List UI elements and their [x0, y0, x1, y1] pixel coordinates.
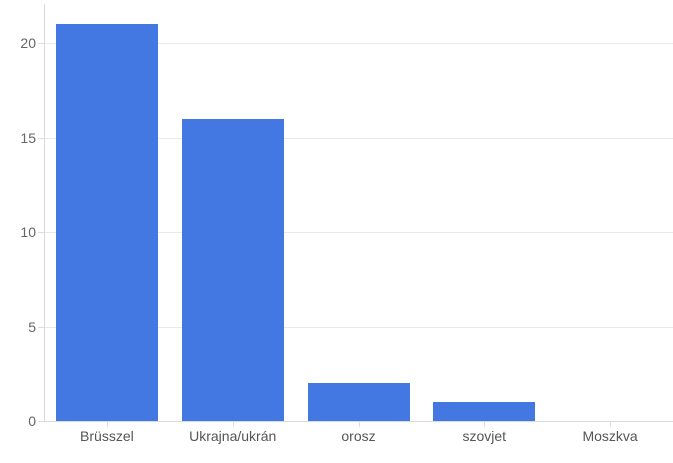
y-axis-tick-label: 15	[20, 129, 36, 146]
bar-ukrajna-ukr-n	[182, 119, 284, 421]
y-tick-mark	[38, 421, 44, 422]
y-axis-tick-label: 20	[20, 35, 36, 51]
bar-br-sszel	[56, 24, 158, 421]
bar-szovjet	[433, 402, 535, 421]
x-tick-mark	[107, 422, 108, 427]
y-tick-mark	[38, 43, 44, 44]
x-axis-category-label: orosz	[341, 428, 376, 444]
bar-orosz	[308, 383, 410, 421]
x-axis-category-label: Ukrajna/ukrán	[189, 428, 277, 444]
y-tick-mark	[38, 232, 44, 233]
gridline	[44, 137, 673, 139]
x-axis-category-label: szovjet	[462, 428, 507, 444]
y-axis-tick-label: 5	[28, 318, 36, 335]
x-axis-category-label: Brüsszel	[80, 428, 134, 444]
gridline	[44, 232, 673, 233]
x-tick-mark	[233, 422, 234, 427]
y-axis-tick-label: 10	[20, 224, 36, 240]
y-axis-tick-label: 0	[28, 413, 36, 429]
y-tick-mark	[38, 326, 44, 328]
y-tick-mark	[38, 137, 44, 139]
gridline	[44, 421, 673, 422]
x-axis-category-label: Moszkva	[582, 428, 638, 444]
x-tick-mark	[610, 422, 611, 427]
gridline	[44, 326, 673, 328]
y-axis-line	[44, 4, 45, 421]
x-tick-mark	[359, 422, 360, 427]
gridline	[44, 43, 673, 44]
x-tick-mark	[484, 422, 485, 427]
